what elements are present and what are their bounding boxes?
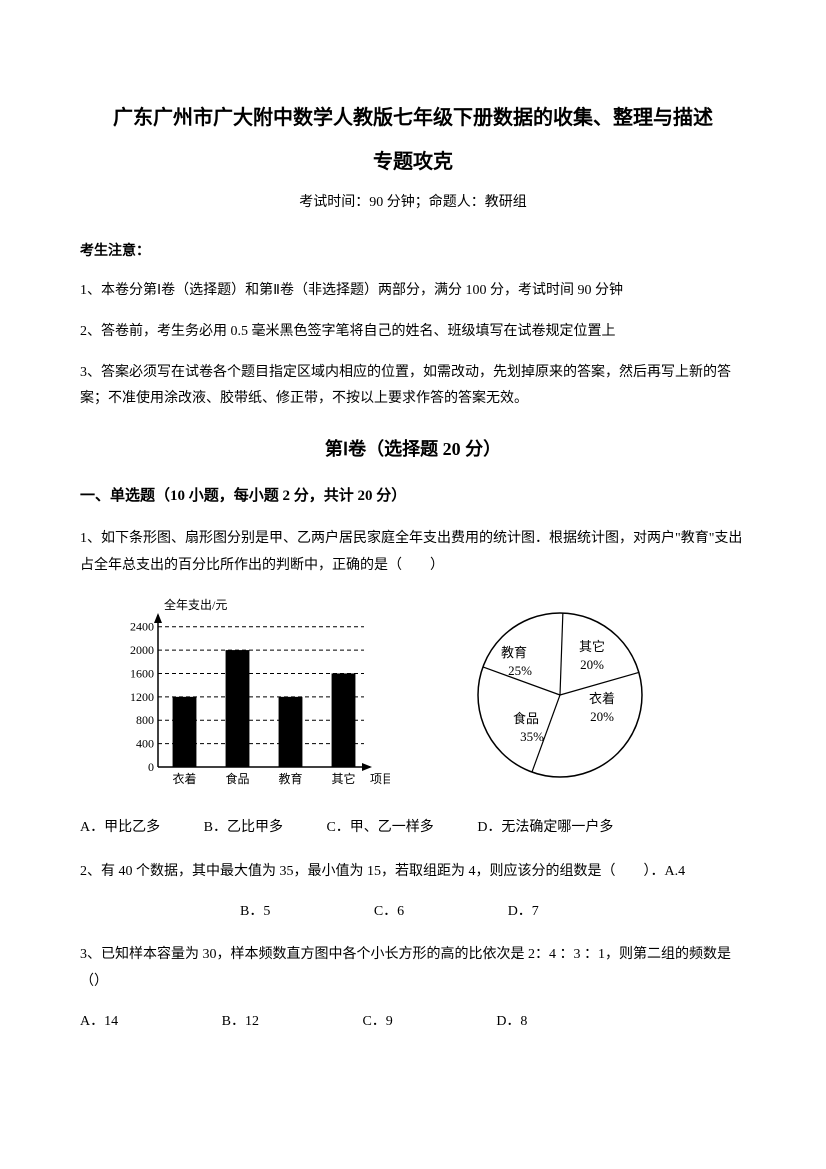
q1-opt-a: A．甲比乙多 bbox=[80, 815, 160, 840]
bar-chart: 全年支出/元 0 400 800 1200 1600 2000 2400 衣着 食品 教育 其它 项目 bbox=[110, 595, 390, 795]
svg-text:衣着: 衣着 bbox=[589, 691, 615, 706]
bar-chart-svg: 全年支出/元 0 400 800 1200 1600 2000 2400 衣着 食品 教育 其它 项目 bbox=[110, 595, 390, 795]
svg-text:20%: 20% bbox=[580, 657, 604, 672]
q2-opt-d: D．7 bbox=[508, 899, 539, 924]
notice-item-1: 1、本卷分第Ⅰ卷（选择题）和第Ⅱ卷（非选择题）两部分，满分 100 分，考试时间… bbox=[80, 278, 746, 305]
exam-subtitle: 考试时间：90 分钟；命题人：教研组 bbox=[80, 190, 746, 215]
svg-text:教育: 教育 bbox=[278, 771, 302, 786]
subsection-1: 一、单选题（10 小题，每小题 2 分，共计 20 分） bbox=[80, 483, 746, 510]
notice-item-3: 3、答案必须写在试卷各个题目指定区域内相应的位置，如需改动，先划掉原来的答案，然… bbox=[80, 360, 746, 413]
question-2-options: B．5 C．6 D．7 bbox=[80, 899, 746, 924]
svg-text:食品: 食品 bbox=[225, 771, 249, 786]
svg-text:教育: 教育 bbox=[501, 645, 527, 660]
svg-text:衣着: 衣着 bbox=[172, 771, 196, 786]
svg-text:20%: 20% bbox=[590, 709, 614, 724]
q1-opt-d: D．无法确定哪一户多 bbox=[477, 815, 613, 840]
svg-text:400: 400 bbox=[136, 737, 154, 751]
svg-text:其它: 其它 bbox=[331, 771, 355, 786]
charts-row: 全年支出/元04008001200160020002400衣着食品教育其它项目 … bbox=[110, 595, 746, 795]
svg-text:1200: 1200 bbox=[130, 690, 154, 704]
svg-text:其它: 其它 bbox=[579, 639, 605, 654]
pie-chart: 教育 25% 其它 20% 衣着 20% 食品 35% bbox=[450, 595, 670, 795]
question-2: 2、有 40 个数据，其中最大值为 35，最小值为 15，若取组距为 4，则应该… bbox=[80, 859, 746, 886]
q3-opt-c: C．9 bbox=[362, 1009, 392, 1034]
question-1: 1、如下条形图、扇形图分别是甲、乙两户居民家庭全年支出费用的统计图．根据统计图，… bbox=[80, 526, 746, 579]
svg-text:2400: 2400 bbox=[130, 620, 154, 634]
section-1-title: 第Ⅰ卷（选择题 20 分） bbox=[80, 433, 746, 465]
svg-text:0: 0 bbox=[148, 760, 154, 774]
q1-opt-b: B．乙比甲多 bbox=[204, 815, 283, 840]
svg-text:2000: 2000 bbox=[130, 643, 154, 657]
svg-text:800: 800 bbox=[136, 714, 154, 728]
svg-text:1600: 1600 bbox=[130, 667, 154, 681]
q3-opt-b: B．12 bbox=[222, 1009, 259, 1034]
svg-text:项目: 项目 bbox=[370, 772, 390, 786]
question-3: 3、已知样本容量为 30，样本频数直方图中各个小长方形的高的比依次是 2：4 ：… bbox=[80, 942, 746, 995]
notice-item-2: 2、答卷前，考生务必用 0.5 毫米黑色签字笔将自己的姓名、班级填写在试卷规定位… bbox=[80, 319, 746, 346]
q2-opt-b: B．5 bbox=[240, 899, 270, 924]
q1-opt-c: C．甲、乙一样多 bbox=[326, 815, 433, 840]
question-3-options: A．14 B．12 C．9 D．8 bbox=[80, 1009, 746, 1034]
notice-heading: 考生注意： bbox=[80, 239, 746, 264]
q3-opt-a: A．14 bbox=[80, 1009, 118, 1034]
pie-chart-svg: 教育 25% 其它 20% 衣着 20% 食品 35% bbox=[450, 595, 670, 795]
svg-text:25%: 25% bbox=[508, 663, 532, 678]
title-line-1: 广东广州市广大附中数学人教版七年级下册数据的收集、整理与描述 bbox=[80, 100, 746, 136]
svg-text:35%: 35% bbox=[520, 729, 544, 744]
question-1-options: A．甲比乙多 B．乙比甲多 C．甲、乙一样多 D．无法确定哪一户多 bbox=[80, 815, 746, 840]
q3-opt-d: D．8 bbox=[496, 1009, 527, 1034]
title-line-2: 专题攻克 bbox=[80, 144, 746, 180]
svg-text:全年支出/元: 全年支出/元 bbox=[164, 597, 227, 612]
svg-text:食品: 食品 bbox=[513, 711, 539, 726]
q2-opt-c: C．6 bbox=[374, 899, 404, 924]
